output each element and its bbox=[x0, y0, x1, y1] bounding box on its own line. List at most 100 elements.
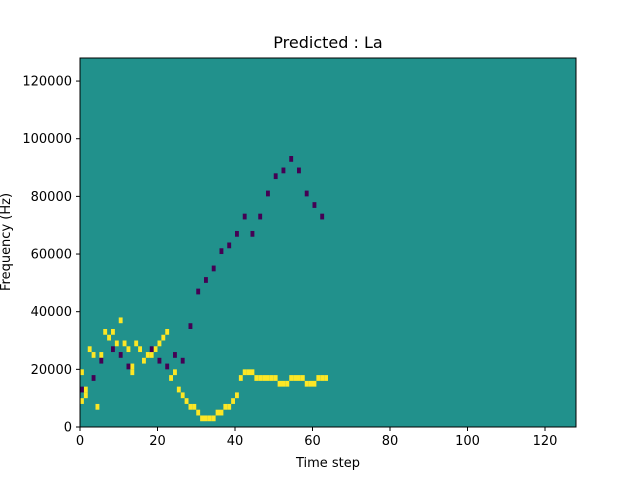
heatmap-cell bbox=[87, 346, 92, 353]
heatmap-cell bbox=[308, 380, 313, 387]
heatmap-cell bbox=[273, 173, 278, 180]
heatmap-cell bbox=[180, 357, 185, 364]
heatmap-cell bbox=[324, 375, 328, 381]
heatmap-cell bbox=[300, 375, 305, 381]
heatmap-cell bbox=[192, 403, 197, 410]
heatmap-cell bbox=[238, 375, 243, 381]
heatmap-cell bbox=[134, 340, 139, 347]
heatmap-cell bbox=[235, 230, 239, 237]
x-tick-label: 100 bbox=[455, 434, 480, 449]
heatmap-cell bbox=[250, 369, 255, 376]
plot-frame bbox=[79, 57, 577, 428]
heatmap-cell bbox=[200, 415, 204, 422]
y-tick-label: 120000 bbox=[22, 75, 72, 90]
heatmap-cell bbox=[180, 392, 185, 399]
heatmap-cell bbox=[91, 352, 96, 358]
heatmap-cell bbox=[130, 369, 135, 376]
heatmap-cell bbox=[126, 363, 131, 370]
heatmap-cell bbox=[173, 352, 177, 358]
heatmap-cell bbox=[176, 386, 181, 393]
chart-title: Predicted : La bbox=[273, 33, 382, 52]
x-tick-label: 0 bbox=[76, 434, 84, 449]
heatmap-cell bbox=[227, 242, 232, 249]
y-tick-label: 0 bbox=[64, 421, 72, 436]
heatmap-cell bbox=[277, 380, 282, 387]
heatmap-cell bbox=[165, 328, 170, 335]
heatmap-cell bbox=[281, 167, 286, 174]
heatmap-cell bbox=[297, 167, 301, 174]
heatmap-cell bbox=[211, 265, 216, 272]
y-tick-label: 100000 bbox=[22, 132, 72, 147]
heatmap-cell bbox=[250, 230, 255, 237]
heatmap-cell bbox=[219, 248, 224, 255]
heatmap-cells bbox=[80, 156, 328, 422]
x-axis-label: Time step bbox=[295, 456, 360, 471]
heatmap-cell bbox=[289, 156, 294, 162]
heatmap-cell bbox=[80, 369, 84, 376]
heatmap-cell bbox=[281, 380, 286, 387]
heatmap-cell bbox=[99, 357, 104, 364]
heatmap-cell bbox=[242, 369, 247, 376]
y-axis-ticks: 0 20000 40000 60000 80000 100000 120000 bbox=[22, 75, 80, 436]
heatmap-cell bbox=[188, 403, 193, 410]
heatmap-cell bbox=[118, 352, 123, 358]
x-tick-label: 40 bbox=[227, 434, 244, 449]
x-tick-label: 60 bbox=[304, 434, 321, 449]
heatmap-cell bbox=[118, 317, 123, 324]
heatmap-cell bbox=[285, 380, 290, 387]
heatmap-cell bbox=[149, 346, 154, 353]
heatmap-cell bbox=[111, 328, 115, 335]
heatmap-cell bbox=[80, 386, 84, 393]
heatmap-cell bbox=[304, 380, 309, 387]
heatmap-cell bbox=[269, 375, 274, 381]
x-tick-label: 80 bbox=[382, 434, 399, 449]
heatmap-cell bbox=[266, 375, 270, 381]
heatmap-cell bbox=[297, 375, 301, 381]
heatmap-cell bbox=[320, 213, 325, 220]
heatmap-cell bbox=[157, 340, 162, 347]
y-tick-label: 40000 bbox=[31, 305, 72, 320]
heatmap-cell bbox=[111, 346, 115, 353]
y-tick-label: 80000 bbox=[31, 190, 72, 205]
heatmap-cell bbox=[312, 380, 317, 387]
heatmap-cell bbox=[211, 415, 216, 422]
heatmap-cell bbox=[161, 334, 166, 341]
heatmap-cell bbox=[114, 340, 119, 347]
heatmap-cell bbox=[157, 357, 162, 364]
heatmap-cell bbox=[293, 375, 297, 381]
heatmap-cell bbox=[235, 392, 239, 399]
heatmap-cell bbox=[258, 375, 263, 381]
heatmap-cell bbox=[219, 409, 224, 416]
heatmap-cell bbox=[316, 375, 321, 381]
heatmap-cell bbox=[80, 398, 84, 404]
heatmap-cell bbox=[126, 346, 131, 353]
heatmap-cell bbox=[107, 334, 111, 341]
heatmap-cell bbox=[145, 352, 150, 358]
x-tick-label: 120 bbox=[533, 434, 558, 449]
heatmap-cell bbox=[227, 403, 232, 410]
y-tick-label: 60000 bbox=[31, 248, 72, 263]
heatmap-cell bbox=[169, 375, 173, 381]
heatmap-cell bbox=[312, 202, 317, 208]
heatmap-cell bbox=[99, 352, 104, 358]
heatmap-cell bbox=[258, 213, 263, 220]
heatmap-cell bbox=[173, 369, 177, 376]
heatmap-cell bbox=[196, 288, 201, 295]
heatmap-cell bbox=[196, 409, 201, 416]
heatmap-cell bbox=[138, 346, 142, 353]
heatmap-cell bbox=[242, 213, 247, 220]
heatmap-cell bbox=[231, 398, 235, 404]
heatmap-cell bbox=[149, 352, 154, 358]
heatmap-cell bbox=[246, 369, 251, 376]
heatmap-cell bbox=[95, 403, 100, 410]
heatmap-cell bbox=[103, 328, 108, 335]
heatmap-cell bbox=[153, 346, 158, 353]
heatmap-cell bbox=[289, 375, 294, 381]
heatmap-cell bbox=[304, 190, 309, 197]
heatmap-cell bbox=[215, 409, 220, 416]
heatmap-cell bbox=[165, 363, 170, 370]
heatmap-cell bbox=[204, 415, 208, 422]
heatmap-cell bbox=[204, 277, 208, 283]
heatmap-cell bbox=[130, 363, 135, 370]
